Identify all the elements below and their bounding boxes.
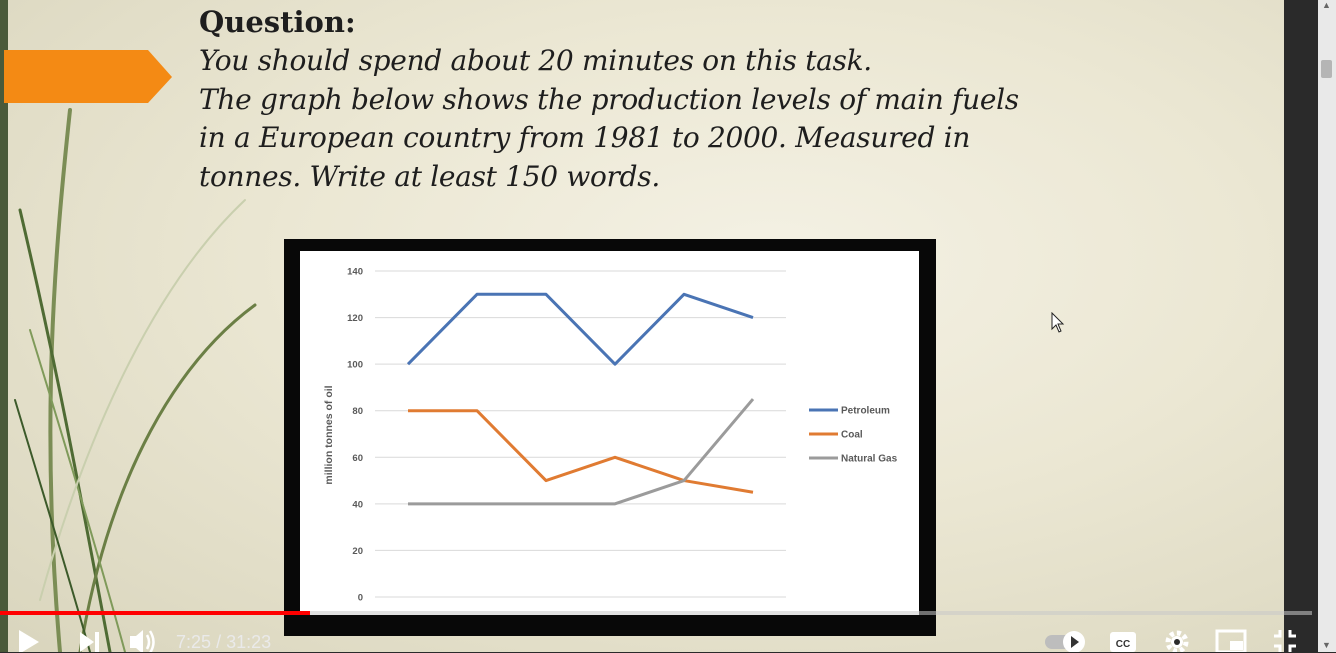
miniplayer-icon[interactable] bbox=[1215, 622, 1249, 652]
y-tick-label: 80 bbox=[352, 406, 363, 417]
volume-icon[interactable] bbox=[128, 622, 158, 652]
legend-entry: Natural Gas bbox=[841, 454, 898, 465]
slide: Question: You should spend about 20 minu… bbox=[0, 0, 1284, 652]
orange-arrow-shape bbox=[4, 50, 172, 103]
time-separator: / bbox=[216, 632, 227, 652]
exit-fullscreen-icon[interactable] bbox=[1270, 622, 1300, 652]
cc-icon[interactable]: CC bbox=[1108, 622, 1138, 652]
slide-left-strip bbox=[0, 0, 8, 652]
scroll-up-arrow-icon[interactable]: ▲ bbox=[1322, 0, 1331, 10]
scroll-down-arrow-icon[interactable]: ▼ bbox=[1322, 640, 1331, 650]
y-tick-label: 140 bbox=[347, 267, 363, 278]
total-time: 31:23 bbox=[226, 632, 272, 652]
question-heading: Question: bbox=[199, 5, 356, 39]
current-time: 7:25 bbox=[176, 632, 212, 652]
play-icon[interactable] bbox=[17, 622, 41, 652]
scroll-thumb[interactable] bbox=[1321, 60, 1332, 78]
grass-decoration bbox=[14, 108, 257, 652]
question-line-1: You should spend about 20 minutes on thi… bbox=[199, 44, 872, 77]
settings-icon[interactable] bbox=[1163, 622, 1193, 652]
y-tick-label: 60 bbox=[352, 453, 363, 464]
y-tick-label: 0 bbox=[358, 593, 363, 604]
legend-entry: Petroleum bbox=[841, 406, 890, 417]
chart-panel: 0 20 40 60 80 100 120 140 million tonnes of oil… bbox=[300, 251, 919, 615]
autoplay-toggle[interactable] bbox=[1043, 622, 1089, 652]
y-tick-label: 120 bbox=[347, 313, 363, 324]
next-icon[interactable] bbox=[78, 622, 102, 652]
legend-entry: Coal bbox=[841, 430, 863, 441]
question-line-4: tonnes. Write at least 150 words. bbox=[199, 160, 660, 193]
series-line-coal bbox=[408, 409, 754, 494]
y-tick-label: 40 bbox=[352, 499, 363, 510]
mouse-cursor-icon bbox=[1051, 312, 1065, 333]
svg-text:CC: CC bbox=[1116, 639, 1130, 650]
y-tick-label: 100 bbox=[347, 360, 363, 371]
y-axis-label: million tonnes of oil bbox=[323, 385, 335, 484]
question-line-3: in a European country from 1981 to 2000.… bbox=[199, 121, 971, 154]
player-controls: 7:25 / 31:23 CC bbox=[0, 622, 1318, 652]
line-chart: 0 20 40 60 80 100 120 140 million tonnes of oil… bbox=[323, 267, 898, 604]
video-progress-bar[interactable] bbox=[0, 611, 1312, 615]
question-line-2: The graph below shows the production lev… bbox=[199, 83, 1019, 116]
y-tick-label: 20 bbox=[352, 546, 363, 557]
video-progress-played[interactable] bbox=[0, 611, 311, 615]
vertical-scrollbar[interactable]: ▲ ▼ bbox=[1318, 0, 1336, 652]
time-display: 7:25 / 31:23 bbox=[176, 632, 271, 653]
series-line-petroleum bbox=[406, 292, 754, 366]
series-line-natural-gas bbox=[408, 398, 755, 506]
